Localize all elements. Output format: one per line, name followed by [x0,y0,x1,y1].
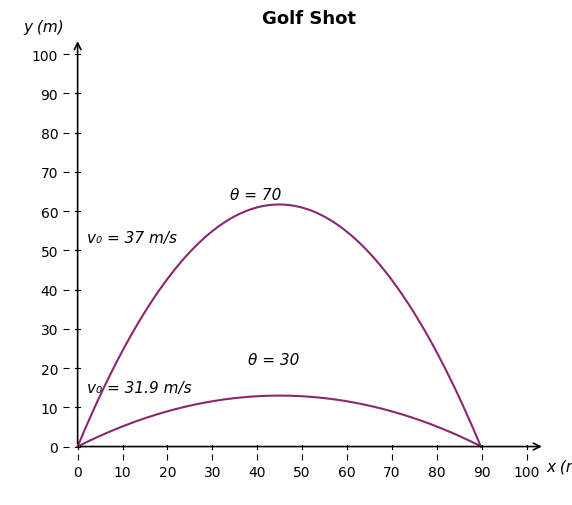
Text: v₀ = 37 m/s: v₀ = 37 m/s [86,231,177,246]
Text: x (m): x (m) [547,459,572,473]
Text: θ = 70: θ = 70 [231,188,281,203]
Text: θ = 30: θ = 30 [248,352,300,368]
Title: Golf Shot: Golf Shot [262,10,356,28]
Text: y (m): y (m) [23,20,64,35]
Text: v₀ = 31.9 m/s: v₀ = 31.9 m/s [86,380,191,395]
